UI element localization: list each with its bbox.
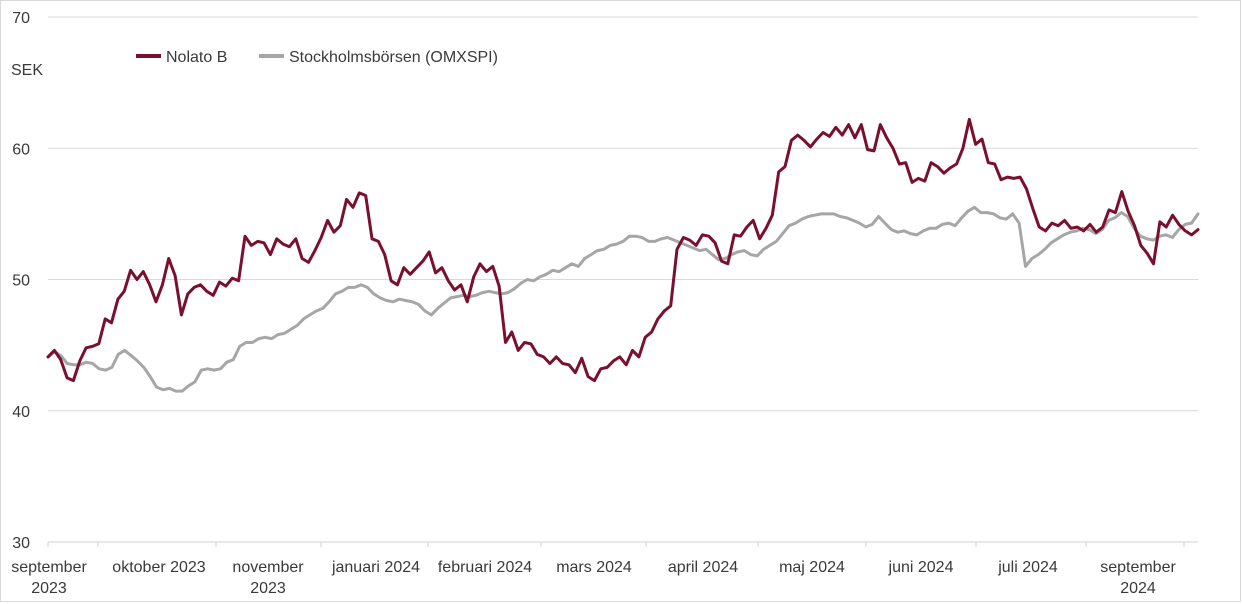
x-tick-label: juni 2024 bbox=[888, 559, 954, 576]
x-tick-label: april 2024 bbox=[668, 559, 738, 576]
x-tick-label: 2023 bbox=[250, 580, 286, 597]
x-tick-label: september bbox=[1100, 559, 1176, 576]
x-tick-label: januari 2024 bbox=[331, 559, 420, 576]
legend: Nolato B Stockholmsbörsen (OMXSPI) bbox=[136, 49, 498, 66]
x-tick-label: november bbox=[232, 559, 304, 576]
x-tick-label: september bbox=[11, 559, 87, 576]
x-tick-label: 2024 bbox=[1120, 580, 1156, 597]
y-tick-label: 50 bbox=[12, 273, 30, 290]
x-tick-label: maj 2024 bbox=[779, 559, 845, 576]
x-tick-label: 2023 bbox=[31, 580, 67, 597]
grid bbox=[48, 16, 1198, 412]
series-line-omxspi bbox=[46, 205, 1200, 393]
y-tick-labels: 30 40 50 60 70 bbox=[12, 10, 30, 552]
legend-label-omxspi: Stockholmsbörsen (OMXSPI) bbox=[289, 49, 498, 66]
y-tick-label: 60 bbox=[12, 141, 30, 158]
y-tick-label: 70 bbox=[12, 10, 30, 27]
legend-label-nolato: Nolato B bbox=[166, 49, 227, 66]
y-tick-label: 40 bbox=[12, 404, 30, 421]
y-axis-label: SEK bbox=[11, 62, 43, 79]
x-tick-label: mars 2024 bbox=[556, 559, 632, 576]
x-tick-label: februari 2024 bbox=[438, 559, 532, 576]
x-tick-label: juli 2024 bbox=[997, 559, 1058, 576]
y-tick-label: 30 bbox=[12, 535, 30, 552]
series bbox=[46, 117, 1200, 393]
x-tick-labels: september 2023 oktober 2023 november 2023 jan… bbox=[11, 542, 1185, 597]
series-line-nolato bbox=[46, 117, 1200, 383]
x-tick-label: oktober 2023 bbox=[112, 559, 206, 576]
